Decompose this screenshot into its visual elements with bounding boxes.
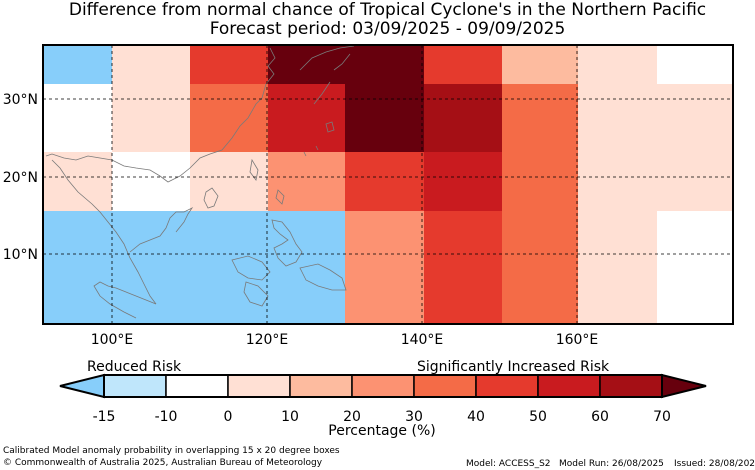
- risk-cell: [190, 211, 268, 324]
- colorbar-tick-label: 20: [343, 409, 361, 425]
- colorbar-outline: [103, 374, 663, 398]
- increased-risk-label: Significantly Increased Risk: [417, 359, 610, 375]
- footer-model-run: Model Run: 26/08/2025: [559, 459, 664, 469]
- risk-cell: [268, 211, 345, 324]
- colorbar-tick-label: 70: [653, 409, 671, 425]
- colorbar-tick-label: 50: [529, 409, 547, 425]
- colorbar-segment: [165, 374, 229, 398]
- risk-cell: [43, 45, 112, 84]
- risk-cell: [43, 211, 112, 324]
- risk-cell: [268, 152, 345, 211]
- colorbar-extend-high: [661, 373, 707, 399]
- risk-cell: [268, 84, 345, 152]
- risk-cell: [424, 211, 502, 324]
- colorbar-tick-labels: -15 -10 0 10 20 30 40 50 60 70: [93, 409, 671, 425]
- risk-cell: [657, 45, 733, 84]
- colorbar-tick-label: -10: [155, 409, 178, 425]
- lat-label: 10°N: [3, 247, 38, 263]
- colorbar-tick-label: 10: [281, 409, 299, 425]
- risk-cell: [502, 45, 578, 84]
- lon-label: 100°E: [91, 332, 134, 348]
- colorbar-tick-label: 40: [467, 409, 485, 425]
- lat-label: 30°N: [3, 92, 38, 108]
- risk-cell: [345, 152, 424, 211]
- footer-copyright: © Commonwealth of Australia 2025, Austra…: [3, 458, 323, 468]
- lat-label: 20°N: [3, 170, 38, 186]
- colorbar: [59, 373, 707, 399]
- colorbar-segment: [475, 374, 539, 398]
- reduced-risk-label: Reduced Risk: [87, 359, 182, 375]
- footer-issued: Issued: 28/08/2025: [674, 459, 755, 469]
- risk-cell: [43, 152, 112, 211]
- risk-cell: [112, 152, 190, 211]
- colorbar-segment: [599, 374, 663, 398]
- risk-cell: [112, 84, 190, 152]
- risk-cell: [578, 211, 657, 324]
- risk-cell: [424, 152, 502, 211]
- colorbar-segment: [351, 374, 415, 398]
- risk-cell: [578, 45, 657, 84]
- colorbar-segment: [413, 374, 477, 398]
- risk-cell: [112, 45, 190, 84]
- risk-cell: [43, 84, 112, 152]
- risk-cell: [424, 45, 502, 84]
- lon-label: 140°E: [401, 332, 444, 348]
- risk-cell: [502, 152, 578, 211]
- lon-label: 160°E: [556, 332, 599, 348]
- footer-model: Model: ACCESS_S2: [466, 459, 551, 469]
- risk-grid: [43, 45, 733, 324]
- risk-cell: [112, 211, 190, 324]
- colorbar-tick-label: -15: [93, 409, 116, 425]
- map-panel: [42, 44, 734, 325]
- longitude-labels: 100°E 120°E 140°E 160°E: [91, 332, 599, 348]
- risk-cell: [657, 84, 733, 152]
- map-gridlines: [43, 45, 733, 324]
- risk-cell: [578, 84, 657, 152]
- colorbar-tick-label: 60: [591, 409, 609, 425]
- risk-cell: [190, 152, 268, 211]
- risk-cell: [190, 84, 268, 152]
- risk-cell: [657, 152, 733, 211]
- colorbar-segment: [289, 374, 353, 398]
- latitude-labels: 30°N 20°N 10°N: [3, 92, 38, 263]
- colorbar-segment: [537, 374, 601, 398]
- risk-cell: [268, 45, 345, 84]
- risk-cell: [502, 211, 578, 324]
- risk-cell: [345, 45, 424, 84]
- risk-cell: [190, 45, 268, 84]
- colorbar-segment: [103, 374, 167, 398]
- risk-cell: [424, 84, 502, 152]
- color-legend: Reduced Risk Significantly Increased Ris…: [59, 359, 707, 439]
- legend-axis-title: Percentage (%): [328, 423, 435, 439]
- risk-cell: [657, 211, 733, 324]
- colorbar-segment: [227, 374, 291, 398]
- map-title: Difference from normal chance of Tropica…: [68, 0, 707, 20]
- risk-cell: [578, 152, 657, 211]
- forecast-period-subtitle: Forecast period: 03/09/2025 - 09/09/2025: [209, 19, 566, 39]
- colorbar-tick-label: 0: [224, 409, 233, 425]
- colorbar-extend-low: [59, 373, 105, 399]
- risk-cell: [345, 211, 424, 324]
- footer-note: Calibrated Model anomaly probability in …: [3, 446, 340, 456]
- colorbar-tick-label: 30: [405, 409, 423, 425]
- risk-cell: [502, 84, 578, 152]
- risk-cell: [345, 84, 424, 152]
- lon-label: 120°E: [246, 332, 289, 348]
